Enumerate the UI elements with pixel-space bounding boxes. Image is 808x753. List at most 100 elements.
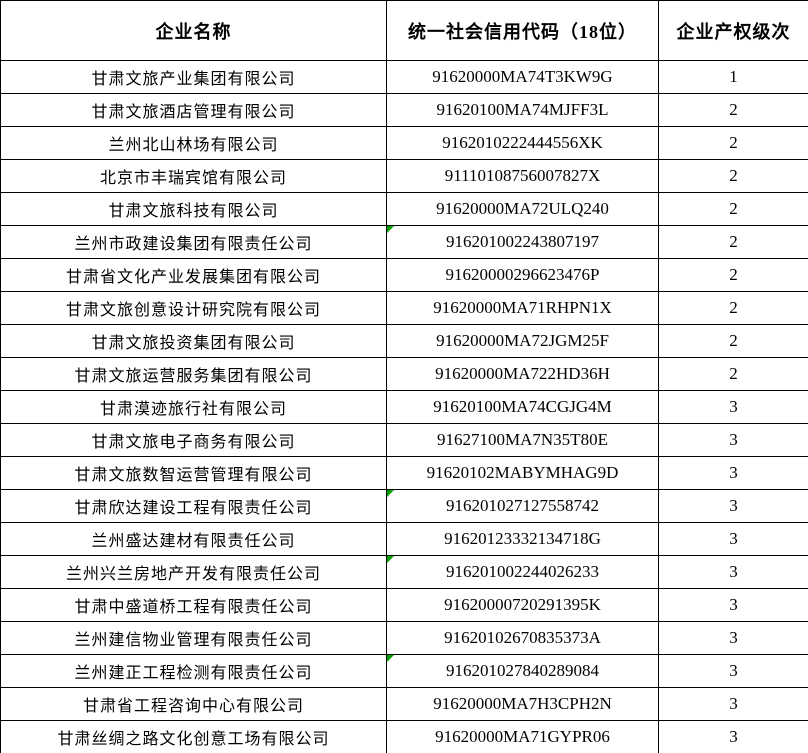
- credit-code-cell-text: 91620102MABYMHAG9D: [426, 463, 619, 482]
- property-level-cell: 2: [658, 258, 808, 292]
- property-level-cell-text: 3: [729, 694, 738, 713]
- property-level-cell-text: 3: [729, 595, 738, 614]
- property-level-cell: 2: [658, 324, 808, 358]
- enterprise-name-cell: 兰州北山林场有限公司: [0, 126, 387, 160]
- table-row: 甘肃文旅科技有限公司 91620000MA72ULQ240 2: [0, 192, 808, 226]
- number-stored-as-text-flag-icon: [387, 490, 394, 497]
- enterprise-name-cell-text: 甘肃漠迹旅行社有限公司: [99, 401, 287, 418]
- credit-code-cell-text: 91620000MA7H3CPH2N: [433, 694, 612, 713]
- enterprise-name-cell-text: 甘肃丝绸之路文化创意工场有限公司: [57, 731, 330, 748]
- table-row: 兰州兴兰房地产开发有限责任公司 916201002244026233 3: [0, 555, 808, 589]
- property-level-cell: 2: [658, 192, 808, 226]
- property-level-cell-text: 2: [729, 331, 738, 350]
- table-row: 甘肃中盛道桥工程有限责任公司 91620000720291395K 3: [0, 588, 808, 622]
- property-level-cell: 2: [658, 291, 808, 325]
- enterprise-name-cell-text: 甘肃省工程咨询中心有限公司: [82, 698, 304, 715]
- credit-code-cell-text: 91620000296623476P: [445, 265, 600, 284]
- enterprise-name-cell-text: 甘肃文旅产业集团有限公司: [91, 71, 296, 88]
- credit-code-cell: 91620100MA74CGJG4M: [386, 390, 659, 424]
- enterprise-name-cell-text: 兰州建正工程检测有限责任公司: [74, 665, 313, 682]
- enterprise-name-cell: 甘肃省工程咨询中心有限公司: [0, 687, 387, 721]
- enterprise-name-cell: 甘肃文旅电子商务有限公司: [0, 423, 387, 457]
- enterprise-name-cell-text: 甘肃中盛道桥工程有限责任公司: [74, 599, 313, 616]
- enterprise-name-cell: 兰州建正工程检测有限责任公司: [0, 654, 387, 688]
- property-level-cell: 3: [658, 489, 808, 523]
- credit-code-cell: 91620000296623476P: [386, 258, 659, 292]
- enterprise-name-cell-text: 兰州建信物业管理有限责任公司: [74, 632, 313, 649]
- credit-code-cell: 916201027127558742: [386, 489, 659, 523]
- table-row: 甘肃文旅投资集团有限公司 91620000MA72JGM25F 2: [0, 324, 808, 358]
- enterprise-name-cell: 甘肃丝绸之路文化创意工场有限公司: [0, 720, 387, 753]
- credit-code-cell: 916201002244026233: [386, 555, 659, 589]
- credit-code-cell-text: 91620123332134718G: [444, 529, 601, 548]
- property-level-cell-text: 3: [729, 727, 738, 746]
- enterprise-name-cell: 甘肃欣达建设工程有限责任公司: [0, 489, 387, 523]
- property-level-cell-text: 3: [729, 430, 738, 449]
- enterprise-name-cell-text: 兰州兴兰房地产开发有限责任公司: [65, 566, 321, 583]
- table-row: 甘肃文旅数智运营管理有限公司 91620102MABYMHAG9D 3: [0, 456, 808, 490]
- enterprise-name-cell: 甘肃中盛道桥工程有限责任公司: [0, 588, 387, 622]
- credit-code-cell: 91620102670835373A: [386, 621, 659, 655]
- credit-code-cell: 91620000MA722HD36H: [386, 357, 659, 391]
- table-row: 北京市丰瑞宾馆有限公司 91110108756007827X 2: [0, 159, 808, 193]
- table-row: 兰州建正工程检测有限责任公司 916201027840289084 3: [0, 654, 808, 688]
- enterprise-name-cell: 甘肃文旅运营服务集团有限公司: [0, 357, 387, 391]
- enterprise-name-cell: 甘肃文旅产业集团有限公司: [0, 60, 387, 94]
- col-header-enterprise-name: 企业名称: [0, 0, 387, 61]
- credit-code-cell-text: 91627100MA7N35T80E: [437, 430, 608, 449]
- credit-code-cell: 91620000MA71RHPN1X: [386, 291, 659, 325]
- credit-code-cell: 9162010222444556XK: [386, 126, 659, 160]
- credit-code-cell: 91620000MA71GYPR06: [386, 720, 659, 753]
- enterprise-name-cell: 兰州兴兰房地产开发有限责任公司: [0, 555, 387, 589]
- table-row: 甘肃省文化产业发展集团有限公司 91620000296623476P 2: [0, 258, 808, 292]
- property-level-cell: 2: [658, 225, 808, 259]
- property-level-cell-text: 2: [729, 265, 738, 284]
- enterprise-name-cell-text: 兰州盛达建材有限责任公司: [91, 533, 296, 550]
- enterprise-name-cell-text: 甘肃省文化产业发展集团有限公司: [65, 269, 321, 286]
- property-level-cell-text: 2: [729, 199, 738, 218]
- property-level-cell: 3: [658, 456, 808, 490]
- table-header-row: 企业名称 统一社会信用代码（18位） 企业产权级次: [0, 0, 808, 61]
- table-row: 甘肃欣达建设工程有限责任公司 916201027127558742 3: [0, 489, 808, 523]
- credit-code-cell: 91620102MABYMHAG9D: [386, 456, 659, 490]
- credit-code-cell: 916201002243807197: [386, 225, 659, 259]
- table-row: 甘肃文旅酒店管理有限公司 91620100MA74MJFF3L 2: [0, 93, 808, 127]
- enterprise-name-cell-text: 甘肃文旅数智运营管理有限公司: [74, 467, 313, 484]
- enterprise-name-cell: 甘肃文旅酒店管理有限公司: [0, 93, 387, 127]
- credit-code-cell: 91620000MA7H3CPH2N: [386, 687, 659, 721]
- property-level-cell-text: 2: [729, 133, 738, 152]
- property-level-cell-text: 2: [729, 298, 738, 317]
- credit-code-cell: 91620000MA72ULQ240: [386, 192, 659, 226]
- credit-code-cell: 916201027840289084: [386, 654, 659, 688]
- credit-code-cell: 91620100MA74MJFF3L: [386, 93, 659, 127]
- credit-code-cell-text: 91620100MA74MJFF3L: [436, 100, 609, 119]
- table-row: 兰州盛达建材有限责任公司 91620123332134718G 3: [0, 522, 808, 556]
- property-level-cell: 3: [658, 390, 808, 424]
- enterprise-name-cell-text: 甘肃文旅投资集团有限公司: [91, 335, 296, 352]
- property-level-cell: 2: [658, 93, 808, 127]
- table-row: 甘肃文旅电子商务有限公司 91627100MA7N35T80E 3: [0, 423, 808, 457]
- property-level-cell: 3: [658, 555, 808, 589]
- credit-code-cell-text: 91620000MA72JGM25F: [436, 331, 609, 350]
- credit-code-cell-text: 91620000MA74T3KW9G: [432, 67, 613, 86]
- property-level-cell: 2: [658, 126, 808, 160]
- enterprise-name-cell-text: 甘肃文旅电子商务有限公司: [91, 434, 296, 451]
- enterprise-name-cell: 甘肃省文化产业发展集团有限公司: [0, 258, 387, 292]
- enterprise-name-cell: 甘肃文旅数智运营管理有限公司: [0, 456, 387, 490]
- credit-code-cell: 91620000720291395K: [386, 588, 659, 622]
- enterprise-name-cell: 北京市丰瑞宾馆有限公司: [0, 159, 387, 193]
- col-header-credit-code: 统一社会信用代码（18位）: [386, 0, 659, 61]
- property-level-cell: 3: [658, 588, 808, 622]
- credit-code-cell-text: 9162010222444556XK: [442, 133, 603, 152]
- credit-code-cell: 91110108756007827X: [386, 159, 659, 193]
- table-row: 兰州建信物业管理有限责任公司 91620102670835373A 3: [0, 621, 808, 655]
- credit-code-cell: 91620000MA74T3KW9G: [386, 60, 659, 94]
- col-header-property-level: 企业产权级次: [658, 0, 808, 61]
- property-level-cell-text: 1: [729, 67, 738, 86]
- credit-code-cell-text: 91620000720291395K: [444, 595, 601, 614]
- enterprise-name-cell: 甘肃文旅科技有限公司: [0, 192, 387, 226]
- enterprise-name-cell-text: 甘肃文旅创意设计研究院有限公司: [65, 302, 321, 319]
- table-row: 甘肃文旅运营服务集团有限公司 91620000MA722HD36H 2: [0, 357, 808, 391]
- credit-code-cell-text: 916201002244026233: [446, 562, 599, 581]
